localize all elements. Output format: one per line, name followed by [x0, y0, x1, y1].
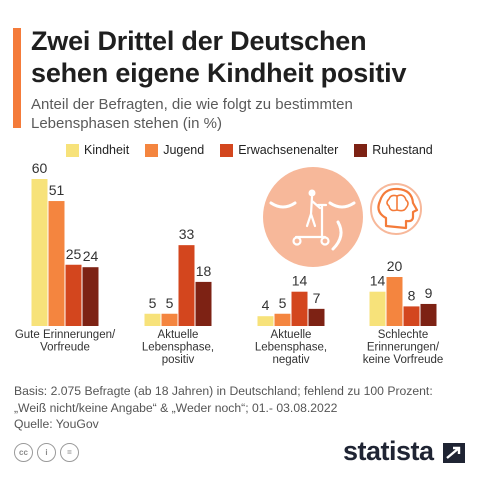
- bar-value-label: 14: [370, 273, 386, 289]
- page-title: Zwei Drittel der Deutschen sehen eigene …: [31, 25, 471, 89]
- head-brain-icon: [370, 183, 422, 235]
- bar-jugend-3: [274, 313, 291, 326]
- legend-label-ruhestand: Ruhestand: [372, 143, 433, 157]
- bar-kindheit-4: [369, 291, 386, 326]
- bar-jugend-1: [48, 201, 65, 326]
- category-label: Gute Erinnerungen/: [15, 329, 116, 341]
- legend-swatch-kindheit: [66, 143, 79, 157]
- bar-ruhestand-3: [308, 308, 325, 326]
- legend-label-jugend: Jugend: [163, 143, 205, 157]
- illustration: [263, 167, 422, 267]
- title-accent-bar: [13, 28, 21, 128]
- license-icons: cc i =: [14, 443, 79, 462]
- bar-value-label: 24: [83, 248, 99, 264]
- category-label: Vorfreude: [40, 342, 90, 354]
- category-label: Aktuelle: [271, 329, 312, 341]
- subtitle-line-2: Lebensphasen stehen (in %): [31, 115, 222, 132]
- no-derivatives-icon[interactable]: =: [60, 443, 79, 462]
- chart-legend: Kindheit Jugend Erwachsenenalter Ruhesta…: [66, 143, 433, 157]
- bar-jugend-2: [161, 313, 178, 326]
- legend-item-erwachsenenalter: Erwachsenenalter: [220, 143, 338, 157]
- category-label: Lebensphase,: [142, 342, 214, 354]
- bar-kindheit-3: [257, 316, 274, 326]
- bar-value-label: 5: [149, 295, 157, 311]
- creative-commons-icon[interactable]: cc: [14, 443, 33, 462]
- bar-value-label: 9: [425, 285, 433, 301]
- title-line-2: sehen eigene Kindheit positiv: [31, 58, 407, 88]
- footer-source: Quelle: YouGov: [14, 417, 99, 431]
- title-line-1: Zwei Drittel der Deutschen: [31, 26, 367, 56]
- bar-ruhestand-1: [82, 267, 99, 326]
- statista-logo-mark-icon: [443, 443, 465, 463]
- bar-kindheit-1: [31, 179, 48, 326]
- legend-swatch-jugend: [145, 143, 159, 157]
- bar-value-label: 18: [196, 263, 212, 279]
- bar-value-label: 8: [408, 287, 416, 303]
- bar-value-label: 20: [387, 258, 403, 274]
- legend-item-jugend: Jugend: [145, 143, 204, 157]
- bar-value-label: 25: [66, 246, 82, 262]
- bar-ruhestand-4: [420, 303, 437, 326]
- statista-logo[interactable]: statista: [343, 436, 434, 466]
- category-label: positiv: [162, 354, 195, 366]
- legend-item-ruhestand: Ruhestand: [354, 143, 433, 157]
- footer-notes: Basis: 2.075 Befragte (ab 18 Jahren) in …: [14, 383, 469, 433]
- legend-item-kindheit: Kindheit: [66, 143, 129, 157]
- bar-erwachsenenalter-1: [65, 264, 82, 326]
- right-eye-icon: [328, 201, 356, 209]
- scooter-rider-icon: [292, 189, 330, 246]
- bar-value-label: 33: [179, 226, 195, 242]
- page-subtitle: Anteil der Befragten, die wie folgt zu b…: [31, 95, 471, 133]
- bar-erwachsenenalter-2: [178, 245, 195, 326]
- legend-swatch-ruhestand: [354, 143, 368, 157]
- category-label: Schlechte: [378, 329, 429, 341]
- bar-value-label: 5: [279, 295, 287, 311]
- legend-swatch-erwachsenenalter: [220, 143, 234, 157]
- bar-ruhestand-2: [195, 281, 212, 326]
- bar-jugend-4: [386, 277, 403, 326]
- info-icon[interactable]: i: [37, 443, 56, 462]
- bar-value-label: 4: [262, 297, 270, 313]
- category-label: Aktuelle: [158, 329, 199, 341]
- footer-basis-line-1: Basis: 2.075 Befragte (ab 18 Jahren) in …: [14, 384, 433, 398]
- bar-value-label: 51: [49, 182, 65, 198]
- bar-kindheit-2: [144, 313, 161, 326]
- footer-basis-line-2: „Weiß nicht/keine Angabe“ & „Weder noch“…: [14, 400, 338, 415]
- smile-icon: [331, 220, 343, 251]
- legend-label-erwachsenenalter: Erwachsenenalter: [238, 143, 339, 157]
- category-label: Erinnerungen/: [367, 342, 440, 354]
- legend-label-kindheit: Kindheit: [84, 143, 130, 157]
- category-label: negativ: [272, 354, 309, 366]
- bar-value-label: 60: [32, 160, 48, 176]
- left-eye-icon: [269, 201, 297, 209]
- bar-erwachsenenalter-4: [403, 306, 420, 326]
- subtitle-line-1: Anteil der Befragten, die wie folgt zu b…: [31, 96, 353, 113]
- bar-value-label: 5: [166, 295, 174, 311]
- category-label: Lebensphase,: [255, 342, 327, 354]
- bar-erwachsenenalter-3: [291, 291, 308, 326]
- bar-value-label: 14: [292, 273, 308, 289]
- bar-value-label: 7: [313, 290, 321, 306]
- category-label: keine Vorfreude: [363, 354, 444, 366]
